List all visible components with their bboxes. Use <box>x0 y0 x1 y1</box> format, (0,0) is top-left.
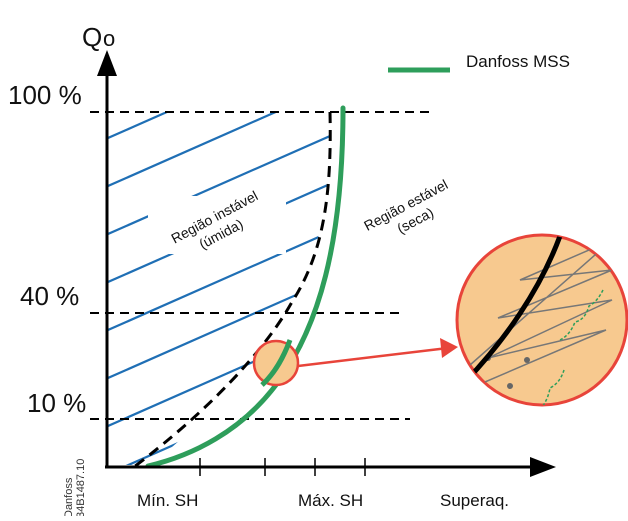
hatch-line <box>108 374 330 465</box>
stability-boundary-curve <box>129 111 332 472</box>
curve-segment-in-highlight <box>260 339 293 387</box>
zoom-boundary-line <box>462 235 563 385</box>
zoom-green-wave <box>539 289 604 405</box>
hatch-line <box>108 230 330 332</box>
x-axis-label: Superaq. <box>440 491 509 510</box>
highlight-circle <box>252 339 300 387</box>
hatch-line <box>108 326 330 428</box>
zoom-zigzag <box>469 239 613 383</box>
hatch-line <box>108 112 330 188</box>
zoom-circle <box>455 233 628 407</box>
zoom-point <box>507 383 513 389</box>
unstable-label-backdrop <box>148 196 286 254</box>
zoom-detail <box>455 233 628 407</box>
y-axis-label: Q <box>82 22 102 52</box>
stamp-line1: Danfoss <box>63 477 75 516</box>
level-label-40: 40 % <box>20 281 79 311</box>
y-axis-arrow <box>97 50 117 76</box>
zoom-arrow-head <box>440 338 458 358</box>
hatch-line <box>108 134 330 236</box>
x-tick-label-min-sh: Mín. SH <box>137 491 198 510</box>
legend-label: Danfoss MSS <box>466 52 570 71</box>
level-label-100: 100 % <box>8 80 82 110</box>
x-tick-label-max-sh: Máx. SH <box>298 491 363 510</box>
stamp-line2: 34B1487.10 <box>75 459 87 516</box>
level-label-10: 10 % <box>27 388 86 418</box>
unstable-region-hatching <box>108 112 330 465</box>
stable-region-label: Região estável (seca) <box>361 176 450 236</box>
document-stamp: Danfoss 34B1487.10 <box>63 459 87 518</box>
hatch-line <box>108 112 330 140</box>
zoom-arrow-shaft <box>297 346 449 368</box>
x-axis-arrow <box>530 457 556 477</box>
y-axis-label-subscript: o <box>103 26 115 51</box>
zoom-point <box>524 357 530 363</box>
danfoss-mss-curve <box>145 105 346 469</box>
hatch-line <box>108 278 330 380</box>
